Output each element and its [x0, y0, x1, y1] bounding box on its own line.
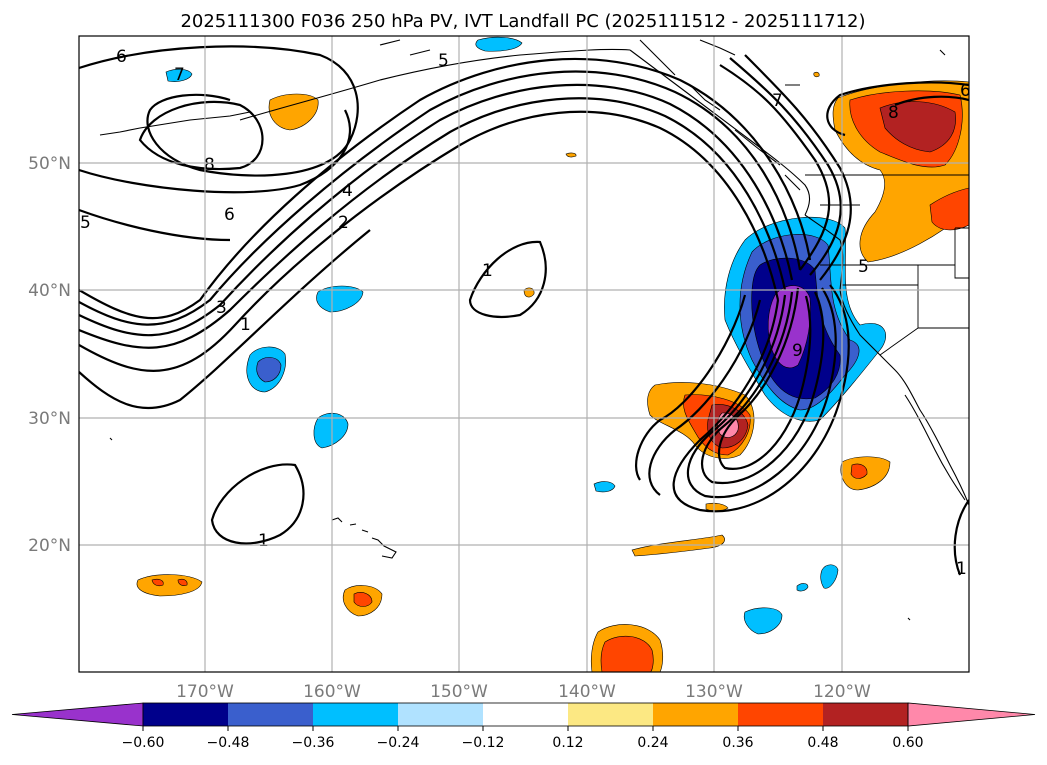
colorbar: −0.60 −0.48 −0.36 −0.24 −0.12 0.12 0.24 0.36 0.4…	[11, 702, 1036, 751]
colorbar-segment	[738, 703, 823, 726]
colorbar-extend-min	[11, 702, 144, 727]
neg-anomaly-region	[256, 357, 282, 383]
pos-anomaly-region	[600, 635, 654, 672]
colorbar-ticks: −0.60 −0.48 −0.36 −0.24 −0.12 0.12 0.24 0.36 0.4…	[122, 726, 924, 751]
colorbar-tick-label: 0.36	[722, 735, 753, 751]
contour-label: 5	[438, 51, 449, 71]
colorbar-tick-label: −0.24	[377, 735, 420, 751]
pos-anomaly-region	[268, 93, 319, 131]
lon-label-160w: 160°W	[303, 682, 361, 702]
contour-label: 8	[888, 103, 899, 123]
pos-anomaly-region	[565, 152, 577, 158]
lat-label-40n: 40°N	[28, 281, 71, 301]
contour-label: 4	[342, 181, 353, 201]
colorbar-segments	[11, 702, 1036, 727]
pos-anomaly-region	[929, 187, 969, 231]
longitude-labels: 170°W 160°W 150°W 140°W 130°W 120°W	[176, 682, 871, 702]
neg-anomaly-region	[820, 564, 839, 589]
pos-anomaly-region	[177, 578, 188, 586]
latitude-labels: 50°N 40°N 30°N 20°N	[28, 154, 71, 556]
neg-anomaly-region	[743, 607, 783, 635]
contour-label: 9	[792, 341, 803, 361]
neg-anomaly-region	[475, 36, 523, 52]
colorbar-segment	[568, 703, 653, 726]
contour-label: 6	[960, 81, 971, 101]
figure-title: 2025111300 F036 250 hPa PV, IVT Landfall…	[180, 11, 865, 32]
pos-anomaly-region	[813, 71, 820, 78]
contour-labels: 6 7 5 8 6 5 4 2 3 1 1 1 7 8 6 5 9 1	[80, 47, 971, 579]
colorbar-tick-label: 0.12	[552, 735, 583, 751]
contour-label: 2	[338, 213, 349, 233]
pos-anomaly-region	[353, 592, 373, 607]
contour-label: 6	[116, 47, 127, 67]
neg-anomaly-region	[313, 412, 349, 449]
pos-anomaly-region	[151, 578, 164, 587]
contour-label: 5	[858, 257, 869, 277]
map-frame	[78, 35, 970, 673]
contour-label: 6	[224, 205, 235, 225]
colorbar-tick-label: −0.12	[462, 735, 505, 751]
lat-label-30n: 30°N	[28, 409, 71, 429]
contour-label: 5	[80, 213, 91, 233]
coastlines	[99, 39, 969, 621]
contour-label: 1	[240, 315, 251, 335]
map-panel: 6 7 5 8 6 5 4 2 3 1 1 1 7 8 6 5 9 1	[78, 35, 971, 673]
contour-label: 1	[258, 531, 269, 551]
colorbar-segment	[398, 703, 483, 726]
colorbar-tick-label: 0.24	[637, 735, 668, 751]
pos-anomaly-region	[879, 101, 956, 153]
colorbar-segment	[313, 703, 398, 726]
neg-anomaly-region	[593, 481, 616, 493]
lon-label-140w: 140°W	[558, 682, 616, 702]
contour-label: 3	[216, 298, 227, 318]
colorbar-segment	[823, 703, 908, 726]
neg-anomaly-region	[796, 583, 809, 592]
gridlines	[79, 36, 969, 672]
colorbar-segment	[653, 703, 738, 726]
ivt-shading	[136, 36, 969, 672]
contour-label: 1	[482, 261, 493, 281]
lat-label-20n: 20°N	[28, 536, 71, 556]
lat-label-50n: 50°N	[28, 154, 71, 174]
lon-label-130w: 130°W	[685, 682, 743, 702]
pos-anomaly-region	[850, 463, 868, 479]
neg-anomaly-region	[165, 68, 193, 82]
colorbar-segment	[143, 703, 228, 726]
contour-label: 7	[772, 91, 783, 111]
colorbar-tick-label: −0.60	[122, 735, 165, 751]
colorbar-tick-label: −0.36	[292, 735, 335, 751]
contour-label: 8	[204, 155, 215, 175]
lon-label-170w: 170°W	[176, 682, 234, 702]
colorbar-tick-label: 0.60	[892, 735, 923, 751]
neg-anomaly-region	[316, 285, 364, 313]
pv-contours	[79, 45, 969, 576]
lon-label-150w: 150°W	[430, 682, 488, 702]
colorbar-tick-label: −0.48	[207, 735, 250, 751]
contour-label: 7	[174, 65, 185, 85]
contour-label: 1	[956, 559, 967, 579]
colorbar-segment	[483, 703, 568, 726]
lon-label-120w: 120°W	[813, 682, 871, 702]
colorbar-extend-max	[907, 702, 1036, 727]
colorbar-tick-label: 0.48	[807, 735, 838, 751]
pos-anomaly-region	[523, 287, 535, 298]
colorbar-outline	[142, 702, 909, 727]
colorbar-segment	[228, 703, 313, 726]
